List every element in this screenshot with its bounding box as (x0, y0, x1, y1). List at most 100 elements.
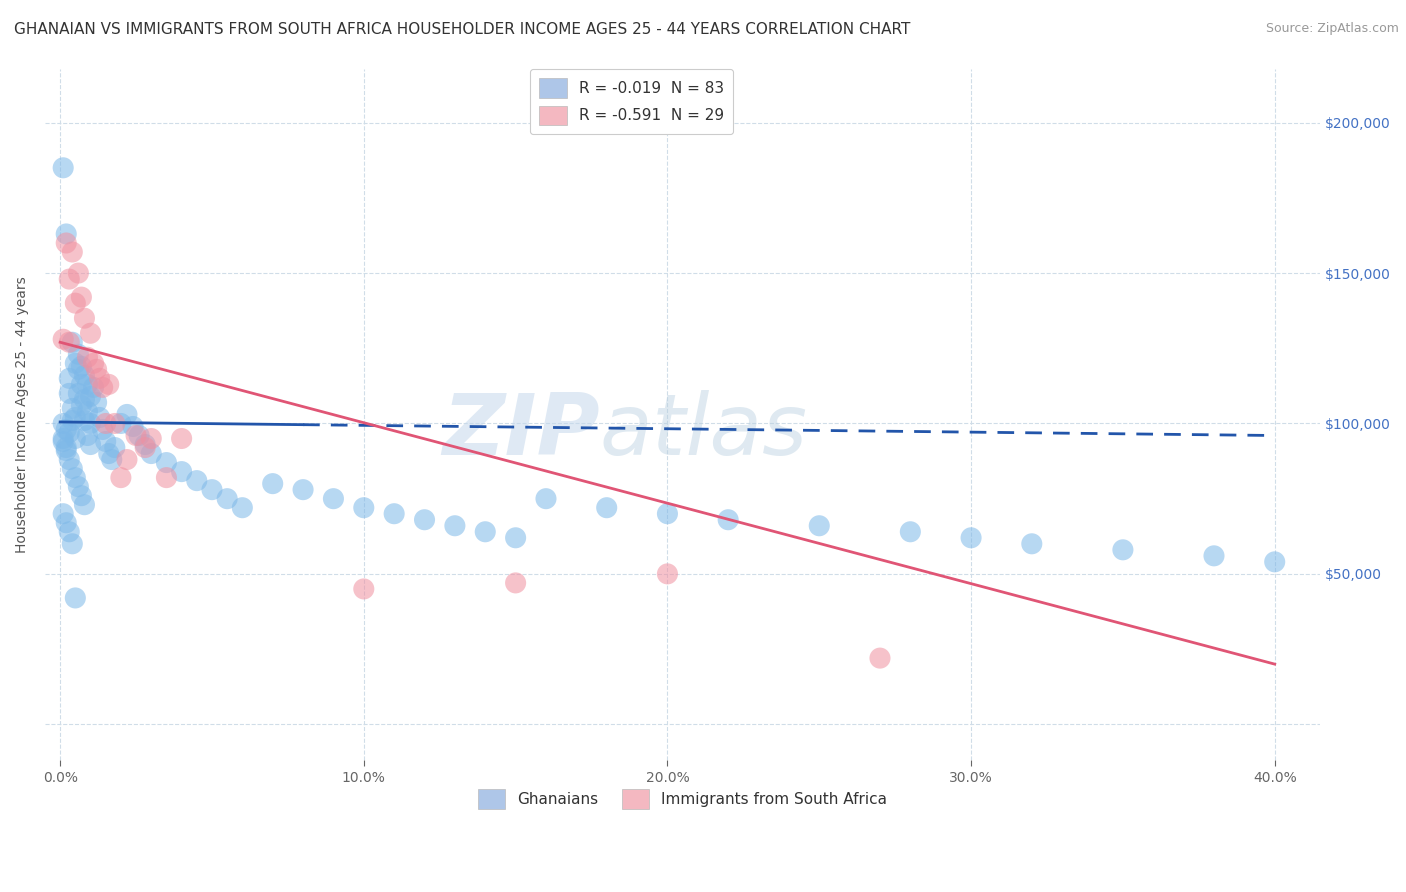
Point (76, 351, 98, 365)
Point (186, 474, 208, 488)
Point (1264, 555, 1286, 569)
Point (1021, 537, 1043, 551)
Point (73, 413, 96, 427)
Point (353, 582, 375, 596)
Point (58, 371, 80, 385)
Point (125, 428, 148, 442)
Point (58, 272, 80, 286)
Point (657, 566, 679, 581)
Point (1112, 542, 1135, 557)
Point (55, 227, 77, 241)
Point (79, 417, 101, 431)
Point (70, 489, 93, 503)
Point (141, 432, 163, 446)
Point (55, 235, 77, 250)
Point (76, 377, 98, 392)
Point (67, 347, 90, 361)
Point (52, 434, 75, 449)
Point (717, 513, 740, 527)
Point (79, 437, 101, 451)
Point (104, 417, 127, 431)
Point (83, 356, 105, 370)
Point (262, 476, 284, 491)
Point (55, 422, 77, 436)
Point (73, 498, 96, 512)
Point (353, 500, 375, 515)
Point (97, 446, 120, 460)
Point (58, 524, 80, 539)
Point (73, 311, 96, 326)
Point (134, 441, 156, 455)
Point (65, 296, 87, 310)
Point (155, 470, 177, 484)
Point (534, 491, 557, 506)
Point (86, 395, 108, 409)
Point (100, 452, 122, 467)
Point (73, 392, 96, 407)
Point (134, 437, 156, 451)
Point (58, 386, 80, 401)
Text: GHANAIAN VS IMMIGRANTS FROM SOUTH AFRICA HOUSEHOLDER INCOME AGES 25 - 44 YEARS C: GHANAIAN VS IMMIGRANTS FROM SOUTH AFRICA… (14, 22, 911, 37)
Point (65, 432, 87, 446)
Point (657, 507, 679, 521)
Point (110, 417, 132, 431)
Point (474, 524, 496, 539)
Point (52, 507, 75, 521)
Point (60, 537, 83, 551)
Point (413, 513, 436, 527)
Point (292, 483, 315, 497)
Point (898, 524, 921, 539)
Point (444, 518, 467, 533)
Point (60, 401, 83, 416)
Point (91, 422, 114, 436)
Point (55, 516, 77, 530)
Point (67, 266, 90, 280)
Point (91, 380, 114, 394)
Point (505, 575, 527, 590)
Point (70, 399, 93, 413)
Point (231, 500, 253, 515)
Point (65, 356, 87, 370)
Text: ZIP: ZIP (441, 390, 600, 474)
Point (115, 408, 138, 422)
Point (110, 470, 132, 484)
Point (79, 389, 101, 403)
Point (89, 410, 111, 425)
Point (67, 386, 90, 401)
Text: Source: ZipAtlas.com: Source: ZipAtlas.com (1265, 22, 1399, 36)
Point (58, 425, 80, 440)
Point (141, 446, 163, 460)
Point (60, 461, 83, 475)
Point (201, 483, 224, 497)
Point (170, 432, 193, 446)
Point (60, 245, 83, 260)
Point (217, 491, 239, 506)
Point (86, 362, 108, 376)
Legend: Ghanaians, Immigrants from South Africa: Ghanaians, Immigrants from South Africa (472, 783, 893, 815)
Point (122, 419, 145, 434)
Y-axis label: Householder Income Ages 25 - 44 years: Householder Income Ages 25 - 44 years (15, 277, 30, 553)
Point (70, 377, 93, 392)
Point (70, 290, 93, 304)
Point (97, 377, 120, 392)
Point (505, 531, 527, 545)
Point (808, 518, 831, 533)
Point (104, 441, 127, 455)
Point (94, 434, 117, 449)
Point (382, 507, 405, 521)
Point (58, 452, 80, 467)
Point (60, 335, 83, 350)
Point (128, 428, 150, 442)
Point (60, 413, 83, 427)
Point (67, 362, 90, 376)
Point (65, 591, 87, 605)
Point (94, 417, 117, 431)
Point (960, 531, 983, 545)
Point (58, 335, 80, 350)
Point (52, 432, 75, 446)
Point (76, 404, 98, 418)
Point (596, 500, 619, 515)
Point (55, 441, 77, 455)
Point (73, 368, 96, 383)
Point (52, 161, 75, 175)
